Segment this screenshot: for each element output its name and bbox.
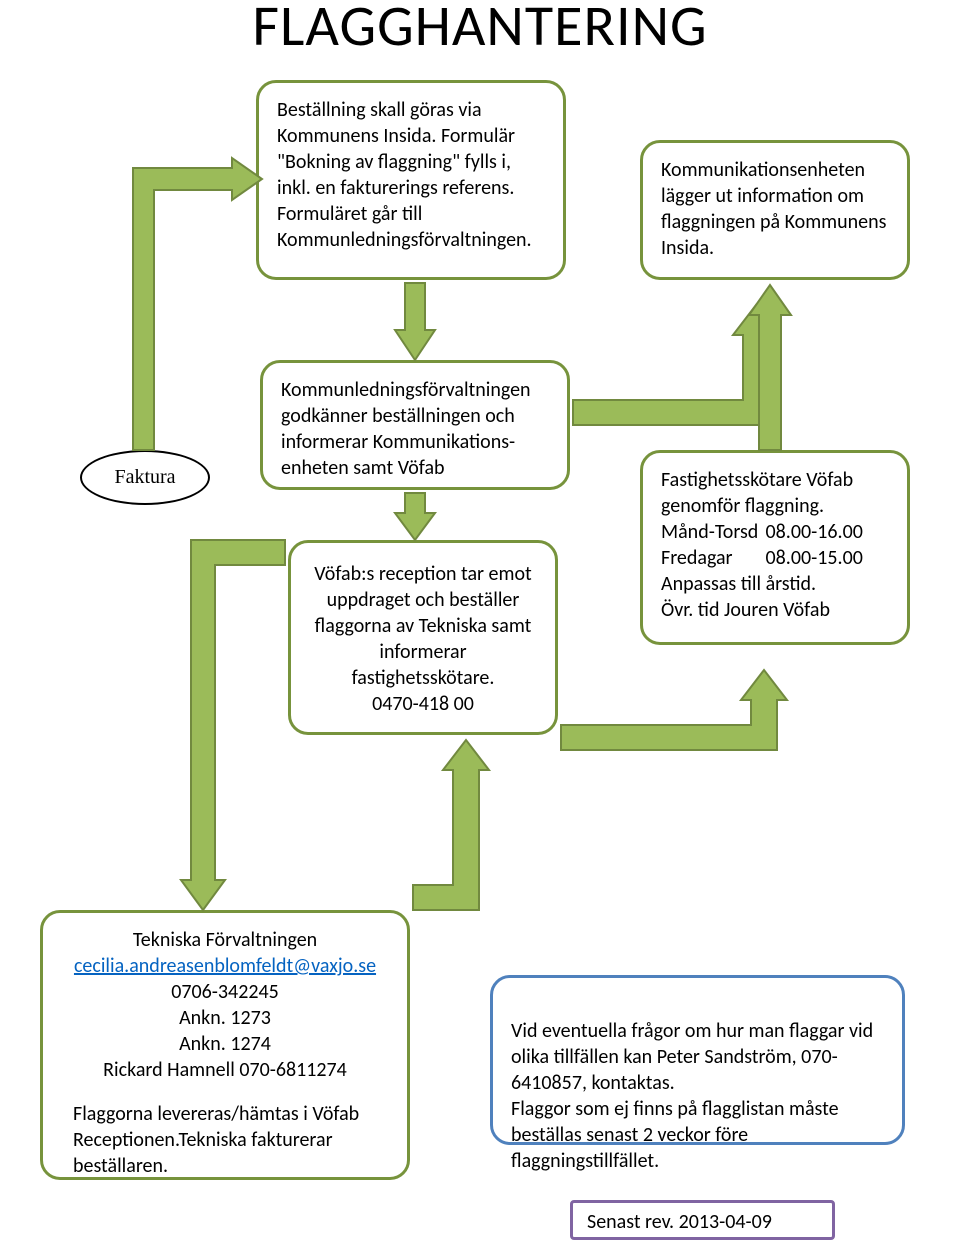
- tekniska-l7: Flaggorna levereras/hämtas i Vöfab Recep…: [61, 1101, 389, 1179]
- node-caretaker: Fastighetsskötare Vöfab genomför flaggni…: [640, 450, 910, 645]
- node-comm-unit: Kommunikationsenheten lägger ut informat…: [640, 140, 910, 280]
- arrow-tekniska-reception: [413, 740, 493, 910]
- arrow-faktura-order: [127, 165, 262, 450]
- node-approve-text: Kommunledningsförvaltningen godkänner be…: [281, 378, 531, 480]
- node-comm-unit-text: Kommunikationsenheten lägger ut informat…: [661, 158, 886, 260]
- tekniska-l3: 0706-342245: [61, 979, 389, 1005]
- arrow-caretaker-commu: [745, 285, 795, 450]
- node-caretaker-l2: Månd-Torsd 08.00-16.00: [661, 519, 889, 545]
- node-caretaker-l3: Fredagar 08.00-15.00: [661, 545, 889, 571]
- tekniska-l4: Ankn. 1273: [61, 1005, 389, 1031]
- node-questions: Vid eventuella frågor om hur man flaggar…: [490, 975, 905, 1145]
- node-order: Beställning skall göras via Kommunens In…: [256, 80, 566, 280]
- arrow-reception-tekniska: [190, 540, 290, 910]
- arrow-approve-reception: [395, 493, 435, 540]
- tekniska-l1: Tekniska Förvaltningen: [61, 927, 389, 953]
- arrow-reception-caretaker: [561, 670, 791, 790]
- node-caretaker-l1: Fastighetsskötare Vöfab genomför flaggni…: [661, 467, 889, 519]
- node-faktura-text: Faktura: [114, 466, 175, 489]
- node-caretaker-l5: Övr. tid Jouren Vöfab: [661, 597, 889, 623]
- node-faktura: Faktura: [80, 450, 210, 505]
- node-tekniska: Tekniska Förvaltningen cecilia.andreasen…: [40, 910, 410, 1180]
- page-title: FLAGGHANTERING: [0, 0, 960, 61]
- tekniska-l5: Ankn. 1274: [61, 1031, 389, 1057]
- node-rev: Senast rev. 2013-04-09: [570, 1200, 835, 1240]
- node-questions-text: Vid eventuella frågor om hur man flaggar…: [511, 1019, 873, 1173]
- node-reception-text: Vöfab:s reception tar emot uppdraget och…: [309, 561, 537, 691]
- node-reception-phone: 0470-418 00: [309, 691, 537, 717]
- node-caretaker-l4: Anpassas till årstid.: [661, 571, 889, 597]
- node-approve: Kommunledningsförvaltningen godkänner be…: [260, 360, 570, 490]
- arrow-order-approve: [395, 283, 435, 360]
- tekniska-email[interactable]: cecilia.andreasenblomfeldt@vaxjo.se: [74, 954, 376, 978]
- node-rev-text: Senast rev. 2013-04-09: [587, 1210, 772, 1234]
- node-order-text: Beställning skall göras via Kommunens In…: [277, 98, 532, 252]
- node-reception: Vöfab:s reception tar emot uppdraget och…: [288, 540, 558, 735]
- tekniska-l6: Rickard Hamnell 070-6811274: [61, 1057, 389, 1083]
